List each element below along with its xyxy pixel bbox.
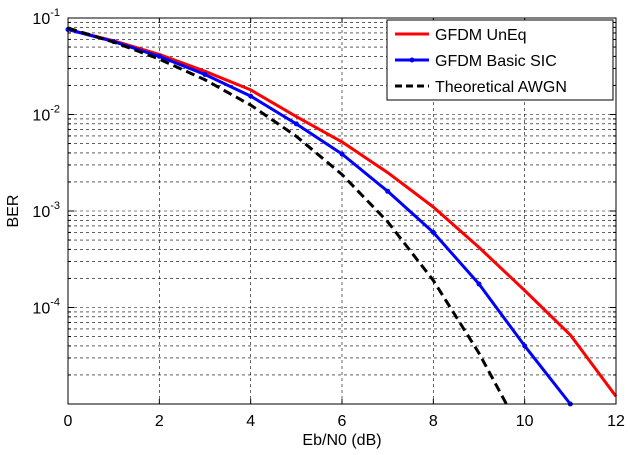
x-tick-label: 2 [155, 413, 164, 430]
series-point-1 [293, 121, 299, 127]
legend-label: GFDM UnEq [435, 27, 527, 44]
y-tick-exponent: -1 [50, 7, 60, 19]
series-point-1 [385, 188, 391, 194]
x-tick-label: 12 [607, 413, 625, 430]
x-tick-label: 6 [338, 413, 347, 430]
series-point-1 [522, 343, 528, 349]
y-tick-label: 10-1 [32, 7, 60, 28]
y-tick-base: 10 [32, 204, 50, 221]
x-tick-label: 4 [246, 413, 255, 430]
x-tick-label: 8 [429, 413, 438, 430]
legend-swatch-marker [409, 57, 415, 63]
series-line-2 [67, 26, 508, 405]
y-axis-title: BER [5, 195, 22, 228]
legend-label: Theoretical AWGN [435, 79, 567, 96]
x-axis-title: Eb/N0 (dB) [302, 432, 381, 449]
x-tick-label: 0 [64, 413, 73, 430]
y-tick-exponent: -4 [50, 297, 60, 309]
x-tick-label: 10 [516, 413, 534, 430]
y-tick-base: 10 [32, 108, 50, 125]
series-point-1 [156, 53, 162, 59]
y-tick-exponent: -3 [50, 200, 60, 212]
y-tick-base: 10 [32, 11, 50, 28]
y-tick-label: 10-3 [32, 200, 60, 221]
y-tick-exponent: -2 [50, 104, 60, 116]
series-point-1 [476, 281, 482, 287]
y-tick-label: 10-4 [32, 297, 60, 318]
y-tick-base: 10 [32, 301, 50, 318]
series-point-1 [339, 151, 345, 157]
series-point-1 [202, 71, 208, 77]
series-line-1 [67, 28, 572, 405]
series [65, 26, 618, 407]
y-tick-label: 10-2 [32, 104, 60, 125]
series-point-1 [248, 93, 254, 99]
legend-label: GFDM Basic SIC [435, 53, 557, 70]
series-point-1 [430, 229, 436, 235]
legend: GFDM UnEq GFDM Basic SIC Theoretical AWGN [386, 19, 614, 101]
